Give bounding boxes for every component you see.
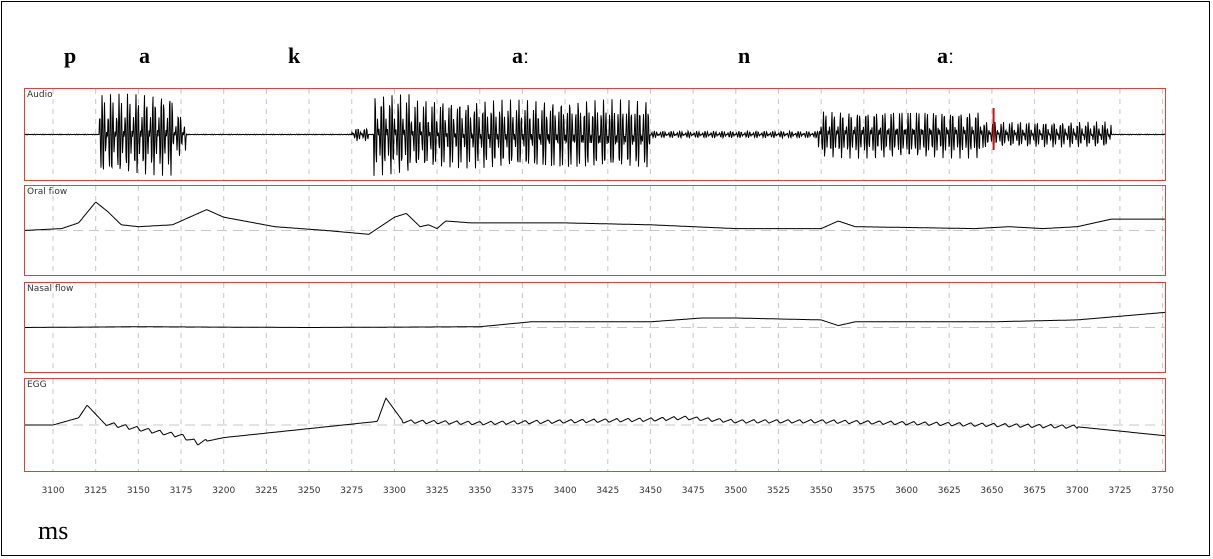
panel-egg: EGG <box>24 378 1166 472</box>
x-tick-label: 3200 <box>212 486 236 496</box>
panel-label-egg: EGG <box>27 380 47 390</box>
panel-label-oral-flow: Oral flow <box>27 187 68 197</box>
series-line-egg <box>25 397 1166 446</box>
x-tick-label: 3625 <box>937 486 961 496</box>
x-tick-label: 3275 <box>340 486 364 496</box>
x-tick-label: 3700 <box>1065 486 1089 496</box>
x-tick-label: 3400 <box>553 486 577 496</box>
x-axis-unit: ms <box>38 516 69 545</box>
panel-label-audio: Audio <box>27 90 53 100</box>
x-tick-label: 3100 <box>41 486 65 496</box>
panel-audio: Audio <box>24 88 1166 181</box>
panel-label-nasal-flow: Nasal flow <box>27 284 74 294</box>
x-tick-label: 3600 <box>895 486 918 496</box>
segment-label-k: k <box>288 43 301 68</box>
x-tick-label: 3300 <box>382 486 406 496</box>
x-tick-label: 3250 <box>297 486 321 496</box>
x-tick-label: 3175 <box>169 486 193 496</box>
x-tick-label: 3725 <box>1108 486 1132 496</box>
segment-label-a-long-1: aː <box>512 43 530 68</box>
series-line-oral-flow <box>25 201 1165 235</box>
x-tick-label: 3225 <box>254 486 278 496</box>
x-tick-label: 3750 <box>1151 486 1175 496</box>
x-tick-label: 3500 <box>724 486 748 496</box>
x-tick-label: 3525 <box>767 486 790 496</box>
x-tick-label: 3675 <box>1023 486 1046 496</box>
segment-label-a-long-2: aː <box>937 43 955 68</box>
panel-nasal-flow: Nasal flow <box>24 282 1166 373</box>
x-tick-label: 3575 <box>852 486 876 496</box>
x-tick-label: 3150 <box>126 486 150 496</box>
x-tick-label: 3325 <box>425 486 449 496</box>
panel-oral-flow: Oral flow <box>24 185 1166 276</box>
segment-label-p: p <box>64 43 77 68</box>
x-tick-label: 3650 <box>980 486 1004 496</box>
x-tick-label: 3125 <box>84 486 108 496</box>
series-line-nasal-flow <box>25 311 1166 328</box>
x-tick-label: 3375 <box>510 486 534 496</box>
segment-label-a: a <box>139 43 150 68</box>
x-tick-label: 3450 <box>639 486 662 496</box>
segment-label-n: n <box>738 43 751 68</box>
x-tick-label: 3475 <box>681 486 705 496</box>
x-tick-label: 3550 <box>809 486 833 496</box>
x-tick-label: 3425 <box>596 486 620 496</box>
series-line-audio <box>24 93 1166 176</box>
x-tick-label: 3350 <box>468 486 492 496</box>
